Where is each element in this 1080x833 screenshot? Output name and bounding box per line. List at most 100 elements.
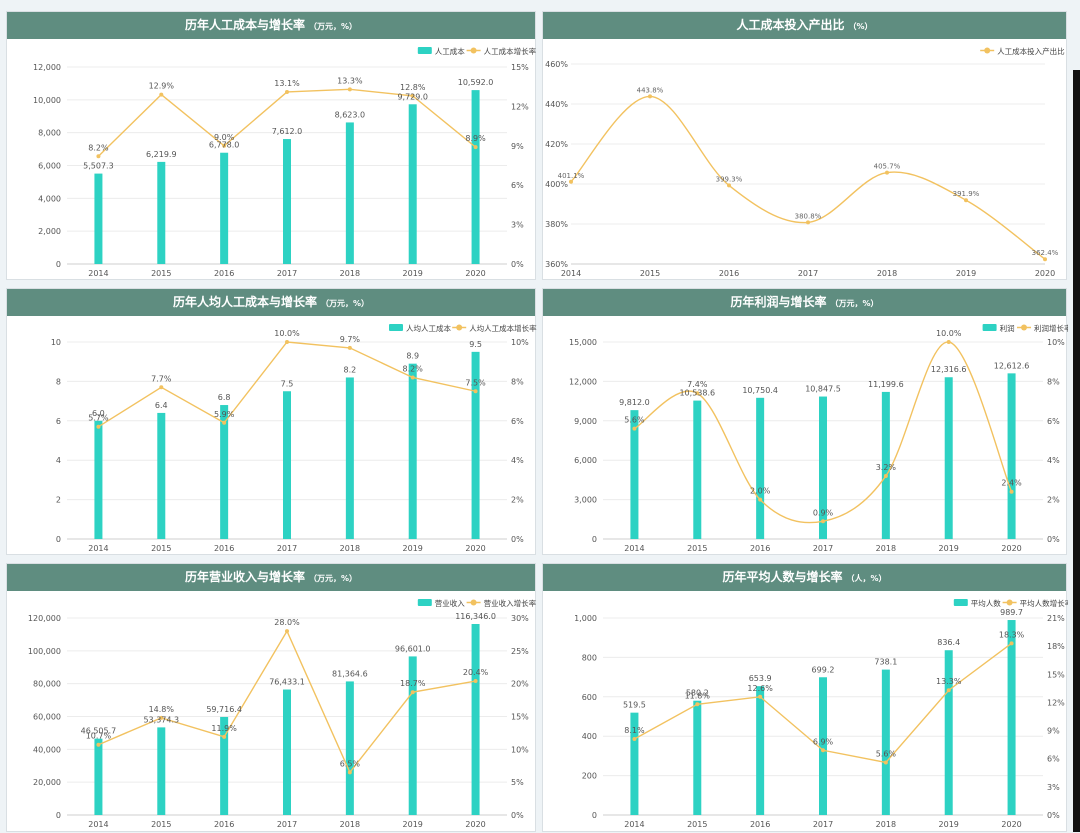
chart-input-output-ratio: 360% 380% 400% 420% 440% 460% 2014 2015 2016 2017… [545, 46, 1065, 278]
y-left-tick-label: 2,000 [38, 227, 61, 236]
bar [756, 686, 765, 815]
line-data-label: 14.8% [149, 705, 175, 714]
bar-data-label: 10,592.0 [458, 78, 494, 87]
y-left-tick-label: 0 [56, 811, 61, 820]
y-right-tick-label: 15% [511, 63, 529, 72]
y-left-tick-label: 380% [545, 220, 568, 229]
bar [630, 410, 639, 539]
line-data-label: 10.0% [274, 329, 300, 338]
y-left-tick-label: 80,000 [33, 680, 61, 689]
line-point [222, 420, 227, 425]
y-right-tick-label: 0% [511, 260, 524, 269]
line-point [883, 760, 888, 765]
y-right-tick-label: 9% [1047, 727, 1060, 736]
x-tick-label: 2015 [151, 269, 171, 278]
y-left-tick-label: 9,000 [574, 417, 597, 426]
bar [693, 700, 702, 815]
x-tick-label: 2018 [877, 269, 897, 278]
line-point [632, 426, 637, 431]
bar [408, 656, 417, 815]
line-point [285, 629, 289, 634]
bar [408, 104, 417, 264]
x-tick-label: 2017 [277, 820, 297, 829]
y-left-tick-label: 420% [545, 140, 568, 149]
y-right-tick-label: 0% [1047, 535, 1060, 544]
bar [157, 412, 166, 539]
bar [471, 351, 480, 539]
line-point [946, 688, 951, 693]
bar-data-label: 738.1 [874, 658, 897, 667]
x-tick-label: 2020 [1035, 269, 1055, 278]
chart-title: 人工成本投入产出比 [736, 18, 845, 32]
line-data-label: 362.4% [1032, 249, 1059, 257]
bar-data-label: 59,716.4 [206, 705, 242, 714]
chart-unit-note: （人，%） [846, 574, 887, 583]
line-point [1043, 257, 1047, 262]
x-tick-label: 2020 [1001, 544, 1021, 553]
chart-profit: 0 3,000 6,000 9,000 12,000 15,000 0% 2% 4% 6% 8% 10… [569, 323, 1068, 553]
bar [345, 122, 354, 264]
legend-entry: 人均人工成本增长率 [469, 323, 537, 333]
bar-data-label: 6.8 [218, 393, 231, 402]
legend-entry: 利润增长率 [1034, 323, 1068, 333]
x-tick-label: 2019 [403, 269, 423, 278]
legend-entry: 平均人数 [971, 598, 1001, 608]
x-tick-label: 2020 [465, 544, 485, 553]
y-left-tick-label: 12,000 [569, 377, 597, 386]
x-tick-label: 2015 [151, 544, 171, 553]
bar [819, 396, 827, 539]
line-data-label: 7.5% [465, 378, 486, 387]
line-point [883, 473, 888, 478]
chart-unit-note: （万元，%） [830, 299, 879, 308]
y-right-tick-label: 12% [1047, 698, 1065, 707]
bar [471, 90, 480, 264]
series-line [634, 341, 1013, 524]
line-data-label: 10.0% [936, 329, 962, 338]
bar-data-label: 989.7 [1000, 608, 1023, 617]
line-data-label: 8.1% [624, 726, 645, 735]
chart-labor-cost: 0 2,000 4,000 6,000 8,000 10,000 12,000 0% 3% 6% 9… [33, 46, 537, 278]
legend: 人工成本 人工成本增长率 [417, 46, 537, 56]
y-right-tick-label: 30% [511, 614, 529, 623]
y-left-tick-label: 2 [56, 496, 61, 505]
y-left-tick-label: 800 [582, 653, 597, 662]
y-right-tick-label: 6% [511, 417, 524, 426]
x-tick-label: 2015 [687, 820, 707, 829]
y-right-tick-label: 2% [511, 496, 524, 505]
panel-header: 历年人工成本与增长率 （万元，%） [7, 12, 535, 39]
chart-panel-per-capita-cost: 历年人均人工成本与增长率 （万元，%） 0 2 4 6 8 10 0% 2% 4% 6% 8% 10% 2… [6, 288, 537, 555]
x-tick-label: 2020 [465, 820, 485, 829]
line-data-label: 6.9% [813, 737, 834, 746]
legend-entry: 人均人工成本 [406, 323, 451, 333]
legend-entry: 人工成本投入产出比 [997, 46, 1065, 56]
line-data-label: 8.2% [88, 143, 109, 152]
x-tick-label: 2014 [624, 544, 644, 553]
bar [944, 650, 953, 815]
bar-data-label: 699.2 [812, 665, 835, 674]
x-tick-label: 2016 [750, 544, 770, 553]
bar-data-label: 580.2 [686, 689, 709, 698]
y-right-tick-label: 4% [511, 456, 524, 465]
x-tick-label: 2020 [1001, 820, 1021, 829]
x-tick-label: 2015 [687, 544, 707, 553]
line-point [632, 737, 637, 742]
x-tick-label: 2017 [813, 820, 833, 829]
bar-data-label: 9,729.0 [397, 92, 428, 101]
chart-title: 历年平均人数与增长率 [722, 570, 843, 584]
y-left-tick-label: 460% [545, 60, 568, 69]
chart-title: 历年人均人工成本与增长率 [172, 295, 317, 309]
bar [408, 363, 417, 539]
y-right-tick-label: 18% [1047, 642, 1065, 651]
bar [1007, 373, 1016, 539]
y-left-tick-label: 360% [545, 260, 568, 269]
bar-data-label: 11,199.6 [868, 380, 904, 389]
bar-data-label: 10,847.5 [805, 385, 841, 394]
legend-entry: 营业收入增长率 [484, 598, 537, 608]
line-data-label: 5.6% [876, 749, 897, 758]
line-data-label: 13.3% [337, 76, 363, 85]
bar-data-label: 7.5 [281, 379, 294, 388]
legend-bar-swatch [982, 324, 997, 331]
panel-header: 历年营业收入与增长率 （万元，%） [7, 564, 535, 591]
legend-bar-swatch [417, 599, 432, 606]
chart-headcount: 0 200 400 600 800 1,000 0% 3% 6% 9% 12% 15% 18% 21% 20… [574, 598, 1068, 829]
